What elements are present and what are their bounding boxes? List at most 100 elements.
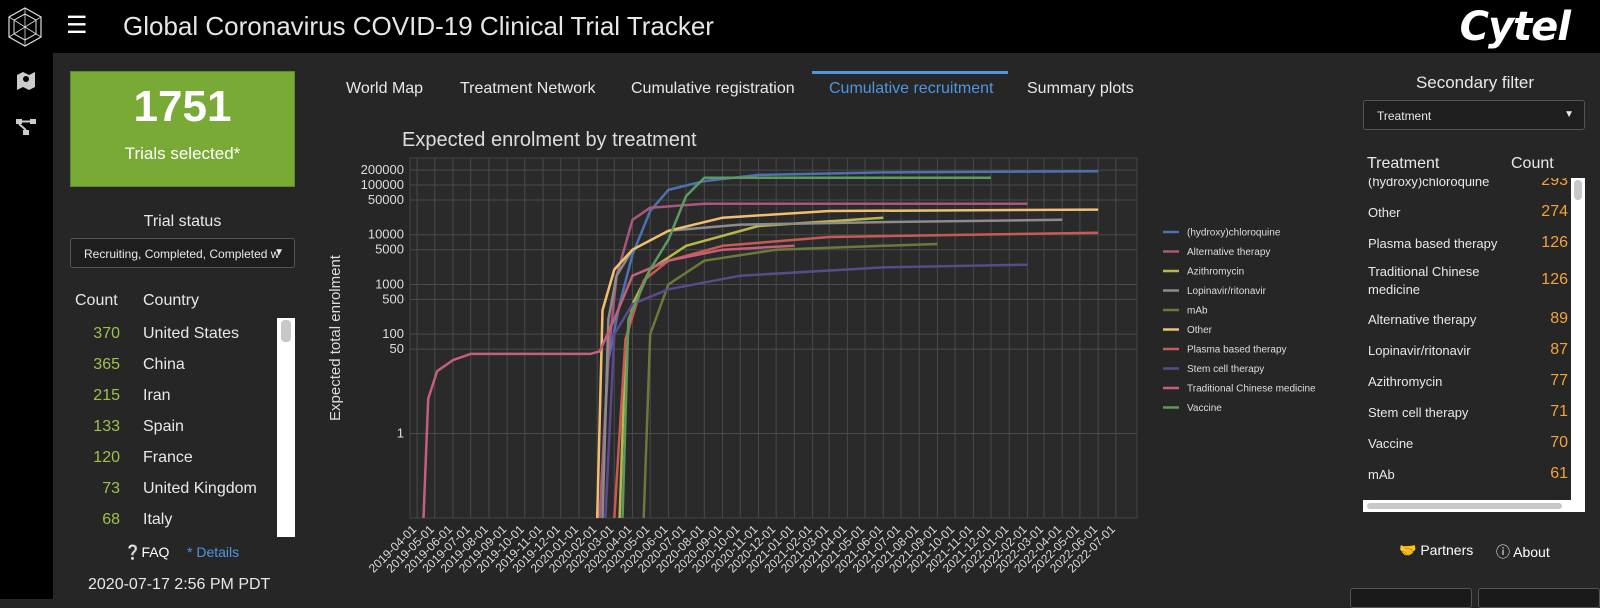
country-count: 365 (93, 356, 120, 373)
globe-logo-icon (8, 7, 42, 47)
treatment-name: Alternative therapy (1368, 312, 1477, 327)
table-row[interactable]: Vaccine 70 (1363, 434, 1568, 466)
handshake-icon: 🤝 (1399, 542, 1421, 558)
legend-label: Plasma based therapy (1187, 345, 1287, 356)
tab-cumulative-registration[interactable]: Cumulative registration (631, 80, 795, 97)
trials-label: Trials selected* (124, 144, 241, 163)
treatment-count-header[interactable]: Count (1511, 155, 1554, 172)
tab-treatment-network[interactable]: Treatment Network (460, 80, 596, 97)
scrollbar-thumb[interactable] (1367, 503, 1562, 509)
about-link[interactable]: ⓘ About (1496, 542, 1550, 562)
timestamp: 2020-07-17 2:56 PM PDT (88, 576, 271, 593)
legend-label: Alternative therapy (1187, 247, 1270, 258)
treatment-count: 71 (1550, 403, 1568, 420)
table-row[interactable]: Other 274 (1363, 203, 1568, 235)
country-name: United Kingdom (143, 480, 257, 497)
legend-label: Other (1187, 325, 1213, 336)
tab-world-map[interactable]: World Map (346, 80, 424, 97)
treatment-hscrollbar[interactable] (1363, 500, 1585, 512)
country-name: United States (143, 325, 240, 342)
country-name: Iran (143, 387, 171, 404)
map-icon[interactable] (14, 69, 38, 93)
country-count-header[interactable]: Count (75, 292, 118, 309)
trials-selected-box: 1751 Trials selected* (70, 71, 295, 187)
caret-down-icon: ▼ (1564, 109, 1574, 120)
table-row[interactable]: Traditional Chinese medicine 126 (1363, 263, 1568, 307)
treatment-count: 77 (1550, 372, 1568, 389)
series-line (422, 244, 795, 519)
y-tick-label: 100 (382, 326, 404, 341)
series-line (642, 242, 938, 519)
treatment-count: 293 (1541, 178, 1568, 189)
treatment-scrollbar[interactable] (1571, 178, 1585, 500)
treatment-name: mAb (1368, 467, 1395, 482)
table-row[interactable]: Alternative therapy 89 (1363, 310, 1568, 342)
table-row[interactable]: 133 Spain (70, 411, 275, 442)
chart-title: Expected enrolment by treatment (402, 129, 697, 151)
table-row[interactable]: 120 France (70, 442, 275, 473)
active-tab-indicator (812, 71, 1008, 74)
faq-link[interactable]: ❔FAQ (124, 544, 169, 561)
country-name: Spain (143, 418, 184, 435)
y-tick-label: 50000 (368, 192, 404, 207)
y-tick-label: 10000 (368, 227, 404, 242)
table-row[interactable]: 370 United States (70, 318, 275, 349)
table-row[interactable]: 215 Iran (70, 380, 275, 411)
treatment-name-header[interactable]: Treatment (1367, 155, 1440, 172)
brand-logo: Cytel (1459, 4, 1571, 50)
legend-label: Stem cell therapy (1187, 364, 1264, 375)
table-row[interactable]: (hydroxy)chloroquine 293 (1363, 178, 1568, 204)
bottom-button-left[interactable] (1350, 588, 1472, 608)
table-row[interactable]: Plasma based therapy 126 (1363, 234, 1568, 266)
table-row[interactable]: mAb 61 (1363, 465, 1568, 497)
network-icon[interactable] (14, 115, 38, 139)
legend-label: (hydroxy)chloroquine (1187, 228, 1281, 239)
table-row[interactable]: 68 Italy (70, 504, 275, 535)
trial-status-label: Trial status (143, 213, 222, 230)
hamburger-icon[interactable]: ☰ (66, 12, 88, 39)
legend-label: Lopinavir/ritonavir (1187, 286, 1267, 297)
country-table: 370 United States 365 China 215 Iran 133… (70, 318, 295, 537)
country-name: China (143, 356, 185, 373)
table-row[interactable]: 73 United Kingdom (70, 473, 275, 504)
treatment-name: Stem cell therapy (1368, 405, 1469, 420)
treatment-count: 274 (1541, 203, 1568, 220)
country-name-header[interactable]: Country (143, 292, 200, 309)
tab-cumulative-recruitment[interactable]: Cumulative recruitment (829, 80, 994, 97)
trials-count: 1751 (133, 82, 232, 131)
country-scrollbar[interactable] (277, 318, 295, 537)
bottom-button-right[interactable] (1478, 588, 1600, 608)
trial-status-dropdown[interactable]: Recruiting, Completed, Completed w ▼ (70, 238, 295, 268)
details-link[interactable]: * Details (187, 544, 240, 560)
legend-label: mAb (1187, 306, 1208, 317)
treatment-count: 89 (1550, 310, 1568, 327)
country-count: 370 (93, 325, 120, 342)
y-tick-label: 200000 (361, 162, 404, 177)
treatment-name: Azithromycin (1368, 374, 1443, 389)
y-tick-label: 5000 (375, 242, 404, 257)
secondary-filter-dropdown[interactable]: Treatment ▼ (1363, 100, 1585, 130)
secondary-filter-label: Secondary filter (1415, 73, 1535, 92)
country-name: France (143, 449, 193, 466)
table-row[interactable]: 365 China (70, 349, 275, 380)
legend-label: Vaccine (1187, 403, 1222, 414)
tab-summary-plots[interactable]: Summary plots (1027, 80, 1134, 97)
country-count: 73 (102, 480, 120, 497)
table-row[interactable]: Stem cell therapy 71 (1363, 403, 1568, 435)
y-axis-label: Expected total enrolment (327, 254, 344, 421)
scrollbar-thumb[interactable] (1574, 180, 1582, 200)
country-count: 133 (93, 418, 120, 435)
y-tick-label: 100000 (361, 177, 404, 192)
treatment-name: (hydroxy)chloroquine (1368, 178, 1490, 189)
top-bar: ☰ Global Coronavirus COVID-19 Clinical T… (0, 0, 1600, 53)
left-rail (0, 53, 53, 599)
partners-link[interactable]: 🤝 Partners (1399, 542, 1473, 559)
treatment-count: 87 (1550, 341, 1568, 358)
table-row[interactable]: Lopinavir/ritonavir 87 (1363, 341, 1568, 373)
table-row[interactable]: Azithromycin 77 (1363, 372, 1568, 404)
question-icon: ❔ (124, 544, 142, 560)
y-tick-label: 50 (390, 341, 404, 356)
y-tick-label: 1000 (375, 276, 404, 291)
scrollbar-thumb[interactable] (281, 320, 291, 342)
